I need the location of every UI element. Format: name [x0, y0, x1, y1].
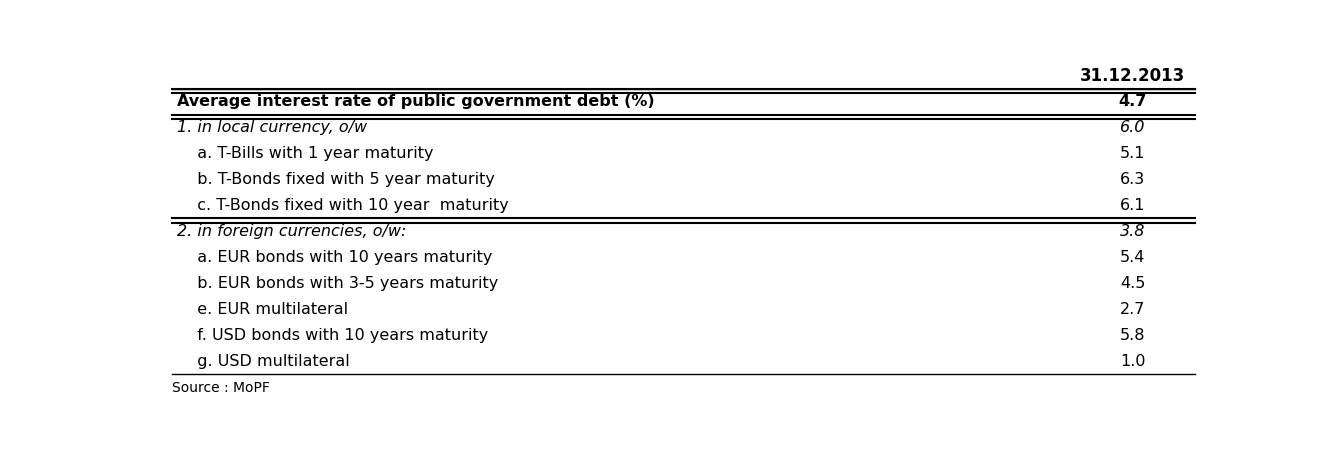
- Text: 1.0: 1.0: [1120, 353, 1145, 368]
- Text: b. EUR bonds with 3-5 years maturity: b. EUR bonds with 3-5 years maturity: [187, 276, 499, 291]
- Text: 4.7: 4.7: [1118, 94, 1146, 109]
- Text: 4.5: 4.5: [1120, 276, 1145, 291]
- Text: a. T-Bills with 1 year maturity: a. T-Bills with 1 year maturity: [187, 146, 433, 161]
- Text: e. EUR multilateral: e. EUR multilateral: [187, 302, 348, 317]
- Text: c. T-Bonds fixed with 10 year  maturity: c. T-Bonds fixed with 10 year maturity: [187, 198, 509, 213]
- Text: 31.12.2013: 31.12.2013: [1080, 67, 1185, 85]
- Text: 6.3: 6.3: [1120, 172, 1145, 187]
- Text: a. EUR bonds with 10 years maturity: a. EUR bonds with 10 years maturity: [187, 250, 493, 265]
- Text: 3.8: 3.8: [1120, 224, 1145, 239]
- Text: Average interest rate of public government debt (%): Average interest rate of public governme…: [177, 94, 655, 109]
- Text: 2. in foreign currencies, o/w:: 2. in foreign currencies, o/w:: [177, 224, 407, 239]
- Text: f. USD bonds with 10 years maturity: f. USD bonds with 10 years maturity: [187, 328, 488, 343]
- Text: 2.7: 2.7: [1120, 302, 1145, 317]
- Text: g. USD multilateral: g. USD multilateral: [187, 353, 351, 368]
- Text: Source : MoPF: Source : MoPF: [172, 381, 269, 395]
- Text: 6.1: 6.1: [1120, 198, 1145, 213]
- Text: 6.0: 6.0: [1120, 120, 1145, 135]
- Text: 5.1: 5.1: [1120, 146, 1145, 161]
- Text: b. T-Bonds fixed with 5 year maturity: b. T-Bonds fixed with 5 year maturity: [187, 172, 495, 187]
- Text: 1. in local currency, o/w: 1. in local currency, o/w: [177, 120, 367, 135]
- Text: 5.8: 5.8: [1120, 328, 1145, 343]
- Text: 5.4: 5.4: [1120, 250, 1145, 265]
